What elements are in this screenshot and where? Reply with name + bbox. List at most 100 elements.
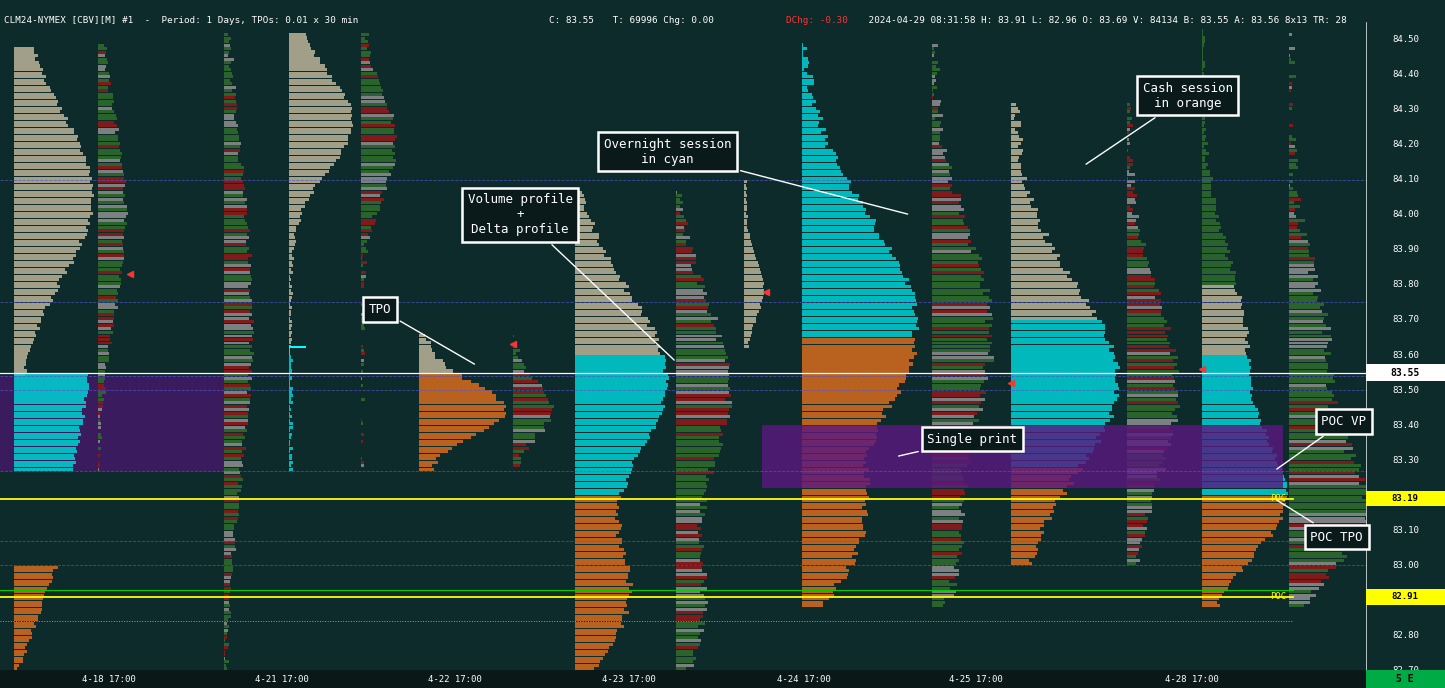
Bar xyxy=(744,313,757,316)
Bar xyxy=(676,503,699,506)
Bar xyxy=(1289,289,1321,292)
Bar xyxy=(224,468,240,471)
Bar xyxy=(224,447,246,450)
Bar xyxy=(676,279,704,281)
Bar xyxy=(224,43,230,47)
Bar xyxy=(676,229,685,233)
Bar xyxy=(1289,458,1351,460)
Bar xyxy=(575,678,595,681)
Bar xyxy=(14,205,91,208)
Bar xyxy=(676,418,727,422)
Bar xyxy=(1202,257,1228,260)
Bar xyxy=(1202,321,1243,323)
Bar xyxy=(744,205,747,208)
Bar xyxy=(1127,194,1137,197)
Bar xyxy=(1289,604,1305,608)
Bar xyxy=(575,510,616,513)
Bar xyxy=(802,405,892,407)
Bar xyxy=(14,177,92,180)
Bar xyxy=(1011,229,1040,233)
Bar xyxy=(1202,488,1286,492)
Bar xyxy=(1202,327,1248,330)
Bar xyxy=(1202,250,1230,253)
Bar xyxy=(14,155,87,159)
Bar xyxy=(224,61,231,64)
Bar xyxy=(676,475,707,477)
Bar xyxy=(676,352,725,355)
Bar xyxy=(575,460,631,464)
Bar xyxy=(98,222,127,225)
Bar xyxy=(932,485,968,488)
Bar xyxy=(224,488,241,492)
Bar xyxy=(575,268,614,271)
Bar xyxy=(98,279,121,281)
Bar xyxy=(289,187,312,191)
Bar xyxy=(932,573,958,576)
Bar xyxy=(1011,376,1114,380)
Bar xyxy=(1289,264,1314,268)
Bar xyxy=(676,244,686,246)
Bar xyxy=(575,471,631,474)
Bar xyxy=(289,271,293,275)
Bar xyxy=(1289,577,1329,579)
Bar xyxy=(289,114,351,117)
Bar xyxy=(361,345,364,348)
Bar xyxy=(289,321,292,323)
Bar xyxy=(1202,443,1269,446)
Bar xyxy=(676,398,725,400)
Bar xyxy=(224,159,238,162)
Bar xyxy=(289,233,293,236)
Bar xyxy=(1202,534,1273,537)
Bar xyxy=(289,93,344,96)
Bar xyxy=(98,334,110,338)
Bar xyxy=(14,321,42,323)
Bar xyxy=(224,177,241,180)
Bar xyxy=(98,138,118,141)
Bar xyxy=(932,170,949,173)
Bar xyxy=(361,324,364,327)
Bar xyxy=(744,331,751,334)
Bar xyxy=(289,162,334,166)
Bar xyxy=(1127,159,1133,162)
Bar xyxy=(98,257,124,260)
Bar xyxy=(98,324,114,327)
Bar xyxy=(1289,380,1335,383)
Bar xyxy=(1127,468,1166,471)
Bar xyxy=(224,524,234,527)
Bar xyxy=(1202,559,1251,562)
Bar xyxy=(1011,131,1017,134)
Bar xyxy=(1011,177,1027,180)
Bar xyxy=(1127,292,1160,295)
Bar xyxy=(224,170,244,173)
Bar xyxy=(1011,191,1030,194)
Bar xyxy=(14,646,25,649)
Bar xyxy=(224,552,231,555)
Bar xyxy=(932,78,936,82)
Bar xyxy=(744,324,753,327)
Bar xyxy=(1289,513,1366,516)
Bar xyxy=(932,85,936,89)
Bar xyxy=(575,636,616,639)
Bar xyxy=(361,244,364,246)
Text: 83.50: 83.50 xyxy=(1393,385,1419,394)
Bar xyxy=(224,191,243,194)
Bar xyxy=(676,310,707,313)
Bar xyxy=(575,264,613,268)
Bar xyxy=(676,426,721,429)
Bar xyxy=(932,604,944,608)
Bar xyxy=(744,303,760,306)
Bar xyxy=(224,327,253,330)
Bar xyxy=(361,68,373,71)
Bar xyxy=(676,531,698,534)
Bar xyxy=(744,194,747,197)
Bar xyxy=(932,125,939,127)
Bar xyxy=(932,226,968,229)
Bar xyxy=(14,436,78,439)
Bar xyxy=(802,447,868,450)
Bar xyxy=(1289,82,1292,85)
Bar xyxy=(289,96,344,99)
Bar xyxy=(98,114,116,117)
Bar xyxy=(1011,166,1022,169)
Bar xyxy=(419,380,471,383)
Bar xyxy=(1011,356,1116,358)
